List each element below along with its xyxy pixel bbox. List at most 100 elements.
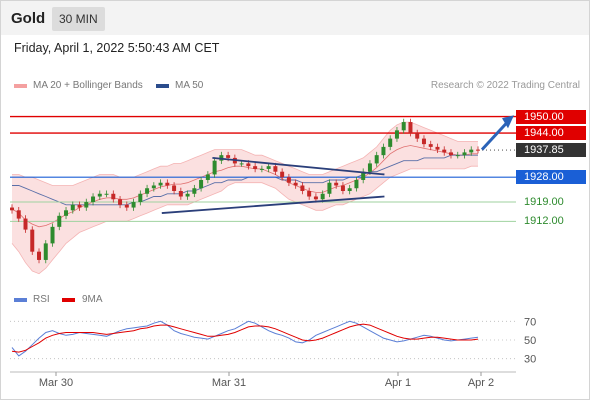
- trendline-upper-channel: [212, 157, 385, 176]
- candle-body: [340, 185, 345, 191]
- candle-body: [158, 182, 163, 186]
- candle-body: [320, 193, 325, 200]
- bollinger-band: [11, 121, 478, 275]
- rsi-tick-label: 50: [524, 335, 536, 347]
- candle-body: [286, 177, 291, 183]
- candle-body: [394, 130, 399, 139]
- candle-body: [91, 196, 96, 203]
- candle-body: [118, 199, 123, 205]
- candle-body: [448, 152, 453, 156]
- candle-body: [239, 163, 244, 165]
- candle-body: [145, 188, 150, 194]
- rsi-ma-line: [11, 323, 479, 353]
- ma50-legend-swatch: [156, 84, 169, 88]
- forecast-arrow-head: [502, 115, 514, 129]
- level-label-1950.00: 1950.00: [516, 109, 586, 124]
- trendlines: [161, 115, 514, 214]
- candle-body: [462, 152, 467, 156]
- rsi-line: [11, 320, 479, 357]
- candle-body: [442, 149, 447, 153]
- candle-body: [151, 185, 156, 189]
- candle-body: [205, 174, 210, 180]
- key-levels: [10, 115, 516, 222]
- rsi-ma-legend-swatch: [62, 298, 75, 302]
- candle-body: [259, 168, 264, 170]
- candle-body: [266, 166, 271, 169]
- candle-body: [334, 182, 339, 186]
- candle-body: [212, 160, 217, 175]
- candle-body: [455, 155, 460, 157]
- level-label-1928.00: 1928.00: [516, 170, 586, 185]
- x-tick-label: Apr 2: [468, 377, 494, 389]
- candle-body: [16, 210, 21, 219]
- candles: [10, 118, 480, 264]
- level-label-1912.00: 1912.00: [524, 215, 564, 228]
- rsi-tick-label: 70: [524, 316, 536, 328]
- bollinger-fill: [12, 122, 478, 274]
- rsi-ma-legend-label: 9MA: [82, 294, 103, 305]
- candle-body: [313, 196, 318, 200]
- candle-body: [374, 155, 379, 164]
- timestamp: Friday, April 1, 2022 5:50:43 AM CET: [14, 41, 220, 55]
- candle-body: [388, 138, 393, 147]
- candle-body: [70, 204, 75, 211]
- bollinger-legend-label: MA 20 + Bollinger Bands: [33, 80, 143, 91]
- candle-body: [428, 144, 433, 147]
- header-bar: Gold 30 MIN: [1, 1, 589, 35]
- candle-body: [172, 185, 177, 191]
- candle-body: [421, 138, 426, 145]
- candle-body: [347, 188, 352, 191]
- candle-body: [273, 166, 278, 172]
- ma20-line: [11, 145, 478, 228]
- candle-body: [165, 182, 170, 186]
- symbol-title: Gold: [11, 10, 46, 27]
- candle-body: [131, 202, 136, 208]
- ma50-line: [12, 154, 478, 206]
- ma50-legend-label: MA 50: [175, 80, 204, 91]
- x-tick-label: Apr 1: [385, 377, 411, 389]
- level-label-1937.85: 1937.85: [516, 143, 586, 158]
- candle-body: [104, 193, 109, 195]
- candle-body: [57, 215, 62, 227]
- candle-body: [199, 179, 204, 189]
- candle-body: [476, 149, 480, 151]
- candle-body: [111, 193, 116, 200]
- x-tick-label: Mar 31: [212, 377, 246, 389]
- candle-body: [64, 210, 69, 216]
- candle-body: [307, 191, 312, 197]
- candle-body: [226, 155, 231, 158]
- candle-body: [361, 171, 366, 180]
- x-axis: Mar 30 Mar 31 Apr 1 Apr 2: [10, 371, 516, 389]
- candle-body: [367, 163, 372, 172]
- candle-body: [381, 146, 386, 156]
- bollinger-legend-swatch: [14, 84, 27, 88]
- candle-body: [124, 204, 129, 208]
- rsi-legend-swatch: [14, 298, 27, 302]
- candle-body: [185, 193, 190, 197]
- candle-body: [23, 218, 28, 230]
- candle-body: [354, 179, 359, 189]
- rsi-tick-label: 30: [524, 354, 536, 366]
- candle-body: [37, 251, 42, 260]
- candle-body: [43, 243, 48, 260]
- candle-body: [30, 229, 35, 252]
- candle-body: [246, 163, 251, 167]
- rsi-panel: 70 50 30: [10, 316, 536, 366]
- candle-body: [253, 166, 258, 169]
- candle-body: [280, 171, 285, 178]
- credit-text: Research © 2022 Trading Central: [430, 80, 580, 91]
- candle-body: [138, 193, 143, 203]
- bollinger-lower-line: [11, 165, 478, 275]
- forecast-arrow-shaft: [480, 118, 512, 151]
- bollinger-upper-line: [12, 121, 478, 186]
- candle-body: [192, 188, 197, 194]
- level-label-1919.00: 1919.00: [524, 196, 564, 209]
- candle-body: [401, 122, 406, 131]
- timeframe-badge[interactable]: 30 MIN: [52, 7, 105, 31]
- level-label-1944.00: 1944.00: [516, 126, 586, 141]
- candle-body: [469, 149, 474, 153]
- candle-body: [50, 226, 55, 244]
- candle-body: [10, 207, 14, 211]
- candle-body: [327, 182, 332, 194]
